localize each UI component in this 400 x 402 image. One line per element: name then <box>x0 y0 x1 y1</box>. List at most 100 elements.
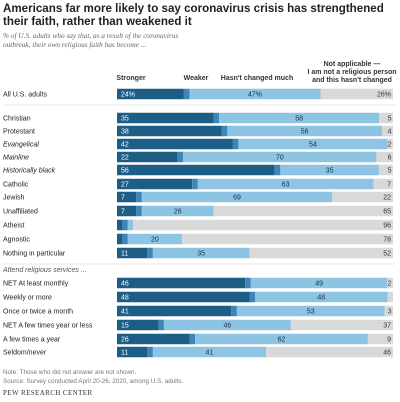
bar-unchanged <box>280 164 379 176</box>
data-label-na: 65 <box>383 209 391 216</box>
bar-unchanged <box>250 277 388 289</box>
bar-weaker <box>189 333 196 345</box>
data-label-unchanged: 20 <box>151 237 159 244</box>
row-label: Weekly or more <box>3 295 52 302</box>
bar-weaker <box>274 164 281 176</box>
bar-unchanged <box>189 88 321 100</box>
data-label-unchanged: 58 <box>295 116 303 123</box>
bar-na <box>387 277 393 289</box>
bar-unchanged <box>227 125 382 137</box>
bar-na <box>384 305 393 317</box>
data-label-na: 3 <box>388 309 392 316</box>
bar-na <box>379 112 393 124</box>
bar-na <box>290 319 393 331</box>
data-label-unchanged: 26 <box>174 209 182 216</box>
row-label: NET A few times year or less <box>3 323 93 330</box>
bar-unchanged <box>255 291 388 303</box>
data-label-stronger: 7 <box>121 195 125 202</box>
bar-unchanged <box>197 178 374 190</box>
data-label-unchanged: 35 <box>326 168 334 175</box>
bar-unchanged <box>183 151 377 163</box>
bar-stronger <box>117 219 123 231</box>
bar-stronger <box>117 277 246 289</box>
row-label: Agnostic <box>3 237 30 244</box>
row-label: Atheist <box>3 223 24 230</box>
bar-weaker <box>231 305 237 317</box>
data-label-unchanged: 54 <box>309 142 317 149</box>
section-label: Attend religious services ... <box>2 267 87 274</box>
bar-unchanged <box>195 333 368 345</box>
data-label-na: 96 <box>383 223 391 230</box>
bar-stronger <box>117 205 137 217</box>
bar-weaker <box>213 112 220 124</box>
data-label-stronger: 22 <box>121 155 129 162</box>
chart-subtitle: % of U.S. adults who say that, as a resu… <box>3 31 179 49</box>
data-label-unchanged: 47% <box>248 92 262 99</box>
data-label-na: 5 <box>388 116 392 123</box>
data-label-na: 7 <box>387 182 391 189</box>
data-label-unchanged: 62 <box>278 337 286 344</box>
bar-stronger <box>117 319 159 331</box>
bar-weaker <box>232 138 239 150</box>
bar-na <box>367 333 393 345</box>
row-label: Nothing in particular <box>3 251 66 258</box>
bar-weaker <box>192 178 198 190</box>
data-label-stronger: 56 <box>121 168 129 175</box>
row-label: Once or twice a month <box>3 309 73 316</box>
bar-stronger <box>117 346 148 358</box>
chart-note: Note: Those who did not answer are not s… <box>3 369 137 376</box>
data-label-stronger: 38 <box>121 129 129 136</box>
data-label-na: 26% <box>377 92 391 99</box>
bar-na <box>332 191 393 203</box>
row-label: NET At least monthly <box>3 281 69 288</box>
bar-weaker <box>221 125 228 137</box>
bar-na <box>133 219 393 231</box>
data-label-na: 52 <box>383 251 391 258</box>
bar-stronger <box>117 247 148 259</box>
row-label: Unaffiliated <box>3 209 38 216</box>
bar-unchanged <box>152 247 250 259</box>
bar-stronger <box>117 291 250 303</box>
legend-stronger: Stronger <box>116 75 145 82</box>
data-label-unchanged: 70 <box>276 155 284 162</box>
data-label-na: 37 <box>383 323 391 330</box>
bar-stronger <box>117 178 193 190</box>
data-label-unchanged: 53 <box>307 309 315 316</box>
bar-weaker <box>136 205 142 217</box>
data-label-na: 4 <box>388 129 392 136</box>
data-label-na: 2 <box>388 142 392 149</box>
data-label-unchanged: 56 <box>301 129 309 136</box>
data-label-na: 9 <box>387 337 391 344</box>
row-label: Evangelical <box>3 142 39 149</box>
bar-unchanged <box>238 138 388 150</box>
bar-stronger <box>117 305 232 317</box>
bar-na <box>181 233 393 245</box>
data-label-na: 5 <box>388 168 392 175</box>
data-label-stronger: 35 <box>121 116 129 123</box>
bar-unchanged <box>127 233 182 245</box>
row-label: Mainline <box>3 155 29 162</box>
bar-weaker <box>147 247 153 259</box>
bar-stronger <box>117 88 184 100</box>
data-label-unchanged: 41 <box>206 350 214 357</box>
data-label-stronger: 41 <box>121 309 129 316</box>
bar-stronger <box>117 233 123 245</box>
data-label-stronger: 7 <box>121 209 125 216</box>
data-label-na: 22 <box>383 195 391 202</box>
bar-unchanged <box>141 205 214 217</box>
bar-stronger <box>117 191 137 203</box>
data-label-unchanged: 69 <box>233 195 241 202</box>
bar-stronger <box>117 138 233 150</box>
data-label-stronger: 27 <box>121 182 129 189</box>
bar-weaker <box>147 346 153 358</box>
bar-weaker <box>183 88 190 100</box>
row-label: Seldom/never <box>3 350 47 357</box>
row-label: Jewish <box>3 195 25 202</box>
data-label-unchanged: 35 <box>197 251 205 258</box>
bar-weaker <box>122 219 128 231</box>
row-label: Historically black <box>3 168 56 175</box>
legend-weaker: Weaker <box>184 75 209 82</box>
chart-source: Source: Survey conducted April 20-26, 20… <box>3 378 184 385</box>
data-label-unchanged: 49 <box>315 281 323 288</box>
